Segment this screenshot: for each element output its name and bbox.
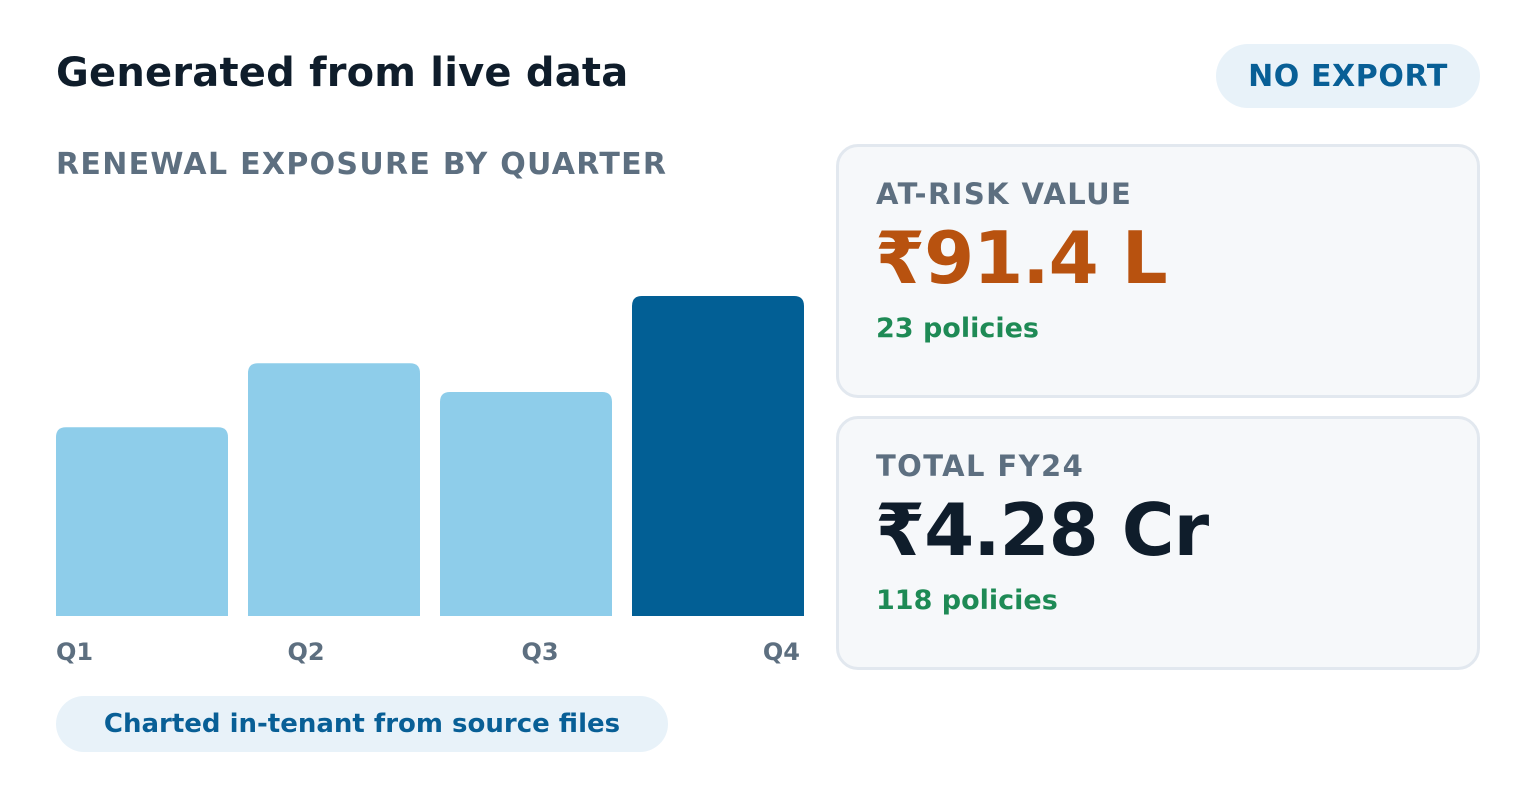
at-risk-amount: ₹91.4 L <box>875 216 1168 300</box>
x-tick-label-q4: Q4 <box>763 638 800 666</box>
x-tick-label-q1: Q1 <box>56 638 93 666</box>
total-fy24-card: TOTAL FY24 ₹4.28 Cr 118 policies <box>836 416 1480 670</box>
total-fy24-policy-count: 118 policies <box>876 585 1058 616</box>
bar-q3 <box>440 392 612 616</box>
at-risk-label: AT-RISK VALUE <box>876 177 1133 211</box>
bar-q1 <box>56 427 228 616</box>
page-title: Generated from live data <box>56 50 629 96</box>
x-tick-label-q3: Q3 <box>521 638 558 666</box>
source-note-badge: Charted in-tenant from source files <box>56 696 668 752</box>
x-tick-label-q2: Q2 <box>287 638 324 666</box>
total-fy24-label: TOTAL FY24 <box>876 449 1085 483</box>
chart-title: RENEWAL EXPOSURE BY QUARTER <box>56 147 668 182</box>
bar-q2 <box>248 363 420 616</box>
renewal-exposure-bar-chart: Q1 Q2 Q3 Q4 <box>56 296 804 666</box>
at-risk-value-card: AT-RISK VALUE ₹91.4 L 23 policies <box>836 144 1480 398</box>
total-fy24-amount: ₹4.28 Cr <box>875 488 1209 572</box>
no-export-badge: NO EXPORT <box>1216 44 1480 108</box>
at-risk-policy-count: 23 policies <box>876 313 1040 344</box>
bar-q4 <box>632 296 804 616</box>
